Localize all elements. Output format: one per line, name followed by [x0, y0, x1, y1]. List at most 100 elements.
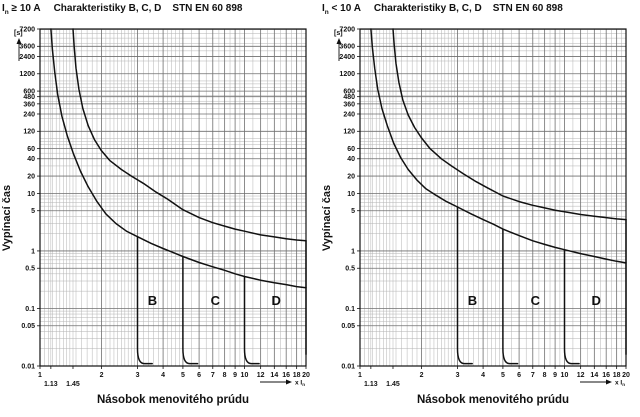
- characteristics-label: Charakteristiky B, C, D: [373, 3, 482, 14]
- characteristics-label: Charakteristiky B, C, D: [53, 3, 162, 14]
- instant-trip-line-3x: [136, 235, 153, 365]
- grid-major: [39, 28, 307, 367]
- y-unit-label: [s]: [334, 30, 343, 37]
- trip-curve-plot: 7200360024001200600480360240120604020105…: [1, 26, 310, 406]
- y-axis-tick-label: 5: [31, 208, 35, 215]
- x-axis-tick-label: 3: [136, 372, 140, 379]
- y-axis-tick-label: 5: [351, 208, 355, 215]
- region-label-C: C: [531, 293, 541, 308]
- current-condition: < 10 A: [331, 3, 361, 14]
- x-axis-tick-label: 6: [197, 372, 201, 379]
- x-unit-label: x In: [615, 380, 625, 388]
- x-axis-subtick-label: 1.45: [66, 381, 80, 388]
- y-axis-tick-label: 0.1: [25, 306, 35, 313]
- trip-curves: [370, 28, 627, 365]
- y-axis-tick-label: 1200: [339, 71, 355, 78]
- instant-trip-line-10x: [563, 248, 580, 365]
- x-axis-tick-label: 18: [613, 372, 621, 379]
- y-axis-tick-label: 3600: [339, 44, 355, 51]
- instant-trip-line-10x: [243, 275, 260, 365]
- y-axis-tick-label: 2400: [19, 54, 35, 61]
- region-label-D: D: [592, 293, 601, 308]
- x-axis-tick-label: 6: [517, 372, 521, 379]
- x-axis-tick-label: 1: [358, 372, 362, 379]
- chart-in-ge-10a: In ≥ 10 A Charakteristiky B, C, D STN EN 6…: [1, 3, 310, 406]
- x-unit-label: x In: [295, 380, 305, 388]
- y-axis-tick-label: 60: [347, 146, 355, 153]
- x-axis-tick-label: 14: [270, 372, 278, 379]
- lower-trip-curve: [50, 28, 307, 289]
- y-axis-tick-label: 7200: [339, 26, 355, 33]
- grid-minor: [40, 29, 306, 366]
- y-axis-tick-label: 480: [23, 94, 35, 101]
- y-axis-title: Vypínací čas: [1, 185, 13, 251]
- instant-trip-line-5x: [502, 228, 519, 365]
- x-axis-tick-label: 3: [456, 372, 460, 379]
- upper-trip-curve: [72, 28, 307, 242]
- x-axis-title: Násobok menovitého prúdu: [97, 394, 249, 406]
- x-axis-title: Násobok menovitého prúdu: [417, 394, 569, 406]
- upper-trip-curve: [392, 28, 627, 221]
- y-unit-label: [s]: [14, 30, 23, 37]
- x-axis-tick-label: 9: [553, 372, 557, 379]
- grid-minor: [360, 29, 626, 366]
- current-subscript: n: [4, 9, 9, 16]
- y-axis-tick-label: 40: [347, 156, 355, 163]
- current-subscript: n: [324, 9, 329, 16]
- y-axis-tick-label: 1: [351, 248, 355, 255]
- standard-label: STN EN 60 898: [492, 3, 563, 14]
- y-axis-arrow-icon: [336, 38, 342, 61]
- region-label-B: B: [148, 293, 157, 308]
- x-axis-tick-label: 16: [602, 372, 610, 379]
- x-axis-tick-label: 5: [501, 372, 505, 379]
- y-axis-tick-label: 3600: [19, 44, 35, 51]
- y-axis-tick-label: 0.01: [341, 363, 355, 370]
- region-label-B: B: [468, 293, 477, 308]
- current-symbol: I: [322, 3, 325, 14]
- y-axis-arrow-icon: [16, 38, 22, 61]
- chart-in-lt-10a: In < 10 A Charakteristiky B, C, D STN EN 6…: [320, 0, 640, 417]
- x-axis-tick-label: 4: [481, 372, 485, 379]
- x-axis-tick-label: 2: [420, 372, 424, 379]
- instant-trip-line-3x: [456, 206, 473, 365]
- x-axis-tick-label: 14: [590, 372, 598, 379]
- x-axis-subtick-label: 1.45: [386, 381, 400, 388]
- y-axis-tick-label: 2400: [339, 54, 355, 61]
- x-axis-tick-label: 20: [302, 372, 310, 379]
- y-axis-tick-label: 240: [343, 111, 355, 118]
- y-axis-tick-label: 240: [23, 111, 35, 118]
- y-axis-tick-label: 120: [343, 129, 355, 136]
- y-axis-tick-label: 360: [343, 101, 355, 108]
- current-condition: ≥ 10 A: [11, 3, 41, 14]
- y-axis-tick-label: 10: [27, 191, 35, 198]
- axis-tick-labels: 7200360024001200600480360240120604020105…: [19, 26, 310, 388]
- y-axis-tick-label: 480: [343, 94, 355, 101]
- x-axis-subtick-label: 1.13: [364, 381, 378, 388]
- lower-trip-curve: [370, 28, 627, 264]
- y-axis-tick-label: 0.05: [21, 323, 35, 330]
- x-axis-tick-label: 7: [531, 372, 535, 379]
- y-axis-tick-label: 360: [23, 101, 35, 108]
- chart-title: In ≥ 10 A Charakteristiky B, C, D STN EN 6…: [2, 3, 242, 16]
- x-axis-arrow-icon: [580, 379, 612, 385]
- y-axis-tick-label: 0.01: [21, 363, 35, 370]
- region-label-D: D: [272, 293, 281, 308]
- region-label-C: C: [211, 293, 221, 308]
- x-axis-tick-label: 8: [223, 372, 227, 379]
- x-axis-tick-label: 20: [622, 372, 630, 379]
- current-symbol: I: [2, 3, 5, 14]
- x-axis-tick-label: 10: [561, 372, 569, 379]
- chart-title: In < 10 A Charakteristiky B, C, D STN EN 6…: [322, 3, 563, 16]
- y-axis-tick-label: 0.1: [345, 306, 355, 313]
- x-axis-tick-label: 12: [257, 372, 265, 379]
- y-axis-tick-label: 600: [343, 88, 355, 95]
- x-axis-subtick-label: 1.13: [44, 381, 58, 388]
- y-axis-tick-label: 7200: [19, 26, 35, 33]
- y-axis-tick-label: 1200: [19, 71, 35, 78]
- y-axis-tick-label: 600: [23, 88, 35, 95]
- x-axis-tick-label: 9: [233, 372, 237, 379]
- y-axis-tick-label: 10: [347, 191, 355, 198]
- x-axis-tick-label: 10: [241, 372, 249, 379]
